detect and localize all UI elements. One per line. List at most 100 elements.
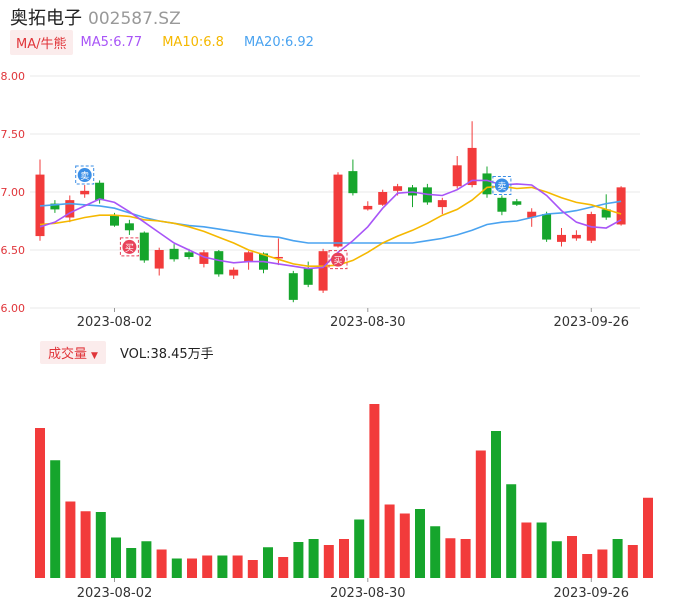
volume-bar (551, 541, 562, 578)
candle-body (110, 215, 119, 226)
marker-label: 买 (333, 256, 342, 267)
candle-body (124, 223, 134, 231)
volume-bar (156, 549, 167, 578)
volume-bar (567, 536, 577, 578)
ma20-line (39, 200, 622, 244)
volume-bar (582, 554, 593, 578)
volume-bar (399, 513, 410, 578)
candle-body (542, 214, 552, 240)
x-tick-label: 2023-09-26 (554, 315, 630, 330)
volume-bar (202, 555, 213, 578)
candle-body (154, 250, 164, 269)
candle-body (273, 256, 283, 259)
candle-body (527, 211, 537, 218)
volume-bar (597, 549, 608, 578)
candle-body (288, 273, 298, 300)
marker-badge (331, 252, 345, 267)
candle-body (437, 200, 447, 208)
candle-body (333, 174, 343, 247)
candle-body (393, 186, 403, 191)
candle-body (348, 171, 358, 194)
volume-bar (293, 542, 304, 578)
candle-body (482, 173, 492, 195)
ma20-label: MA20:6.92 (243, 34, 314, 50)
candle-body (467, 147, 477, 186)
volume-bar (95, 512, 106, 578)
volume-bar (445, 538, 456, 578)
marker-label: 卖 (80, 171, 89, 182)
ma5-label: MA5:6.77 (80, 34, 143, 50)
y-tick-label: 6.00 (1, 302, 26, 315)
y-tick-label: 7.00 (1, 186, 26, 199)
volume-bar (308, 539, 319, 578)
candle-body (65, 200, 75, 218)
volume-bar (354, 519, 365, 578)
candle-body (229, 269, 239, 276)
volume-bar (111, 537, 121, 578)
volume-bar (627, 545, 638, 578)
volume-bar (126, 548, 137, 578)
candle-body (571, 234, 581, 239)
candle-body (452, 165, 462, 187)
volume-bar (415, 509, 425, 578)
volume-toggle-button[interactable]: 成交量 ▼ (40, 340, 106, 364)
volume-value: VOL:38.45万手 (119, 346, 214, 362)
x-tick-label: 2023-09-26 (554, 586, 630, 601)
marker-frame (492, 175, 512, 195)
marker-badge (122, 239, 137, 254)
ma10-label: MA10:6.8 (162, 34, 224, 50)
volume-bar (217, 555, 228, 578)
volume-bar (247, 560, 258, 578)
volume-bar (171, 558, 182, 578)
marker-frame (328, 250, 348, 270)
candle-body (214, 251, 224, 275)
ma-legend: MA/牛熊 MA5:6.77 MA10:6.8 MA20:6.92 (10, 29, 334, 55)
candle-body (378, 192, 388, 205)
candlestick-chart: 8.00 7.50 7.00 6.50 6.00 2023-08-02 2023-08-30… (1, 70, 640, 330)
volume-bar (491, 431, 501, 578)
candle-body (139, 232, 149, 261)
buy-signal-marker: 买 (119, 237, 139, 257)
caret-down-icon: ▼ (91, 350, 98, 361)
volume-bar (263, 547, 273, 578)
candle-body (363, 205, 373, 210)
volume-bar (643, 497, 653, 578)
buy-signal-marker: 买 (328, 250, 348, 270)
volume-bar (339, 539, 349, 578)
y-tick-label: 8.00 (1, 70, 26, 83)
x-tick-label: 2023-08-02 (77, 586, 153, 601)
stock-name: 奥拓电子 (10, 8, 82, 29)
volume-bar (141, 541, 152, 578)
sell-signal-marker: 卖 (492, 175, 512, 195)
candle-body (169, 248, 179, 260)
volume-bar (278, 557, 289, 578)
candle-body (557, 234, 566, 242)
marker-frame (75, 165, 95, 185)
volume-bar (384, 504, 395, 578)
volume-bar (65, 501, 76, 578)
candle-body (512, 201, 522, 205)
volume-bar (35, 428, 45, 578)
candle-body (497, 197, 507, 212)
candle-body (184, 252, 194, 257)
ma-toggle-button[interactable]: MA/牛熊 (10, 29, 73, 55)
marker-frame (119, 237, 139, 257)
volume-legend: 成交量 ▼ VOL:38.45万手 (40, 340, 214, 364)
y-tick-label: 7.50 (1, 128, 26, 141)
volume-bar (430, 526, 441, 578)
y-tick-label: 6.50 (1, 244, 26, 257)
marker-badge (77, 168, 92, 183)
marker-label: 买 (125, 243, 134, 254)
marker-label: 卖 (497, 181, 506, 192)
volume-bar (323, 545, 334, 578)
volume-bar (50, 460, 61, 578)
x-tick-label: 2023-08-02 (77, 315, 153, 330)
ma5-line (39, 179, 622, 270)
volume-bar (612, 539, 623, 578)
candle-body (199, 252, 209, 264)
volume-bar (187, 558, 197, 578)
candle-body (601, 209, 611, 218)
candle-body (95, 182, 105, 201)
x-tick-label: 2023-08-30 (330, 586, 406, 601)
candle-body (50, 203, 60, 210)
